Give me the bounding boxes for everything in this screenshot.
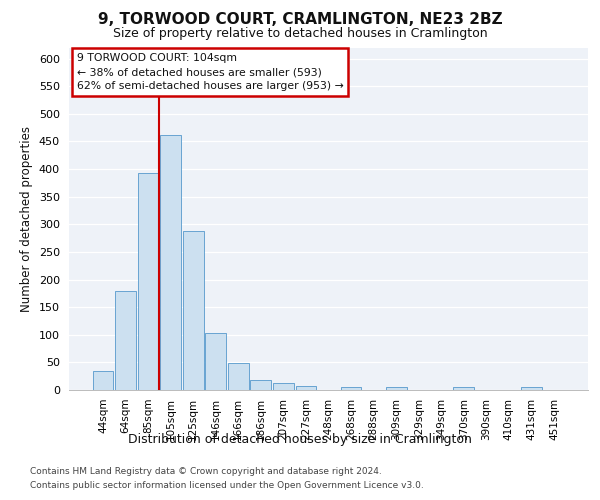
Bar — [273, 383, 294, 390]
Text: Contains public sector information licensed under the Open Government Licence v3: Contains public sector information licen… — [30, 481, 424, 490]
Bar — [250, 380, 271, 390]
Bar — [115, 290, 136, 390]
Text: 9, TORWOOD COURT, CRAMLINGTON, NE23 2BZ: 9, TORWOOD COURT, CRAMLINGTON, NE23 2BZ — [98, 12, 502, 28]
Bar — [521, 387, 542, 390]
Y-axis label: Number of detached properties: Number of detached properties — [20, 126, 33, 312]
Text: Contains HM Land Registry data © Crown copyright and database right 2024.: Contains HM Land Registry data © Crown c… — [30, 468, 382, 476]
Bar — [454, 387, 474, 390]
Bar — [92, 370, 113, 390]
Text: Distribution of detached houses by size in Cramlington: Distribution of detached houses by size … — [128, 432, 472, 446]
Bar — [183, 232, 203, 390]
Text: 9 TORWOOD COURT: 104sqm
← 38% of detached houses are smaller (593)
62% of semi-d: 9 TORWOOD COURT: 104sqm ← 38% of detache… — [77, 52, 344, 92]
Text: Size of property relative to detached houses in Cramlington: Size of property relative to detached ho… — [113, 28, 487, 40]
Bar — [205, 333, 226, 390]
Bar — [228, 363, 248, 390]
Bar — [296, 386, 316, 390]
Bar — [386, 387, 407, 390]
Bar — [137, 173, 158, 390]
Bar — [341, 387, 361, 390]
Bar — [160, 135, 181, 390]
